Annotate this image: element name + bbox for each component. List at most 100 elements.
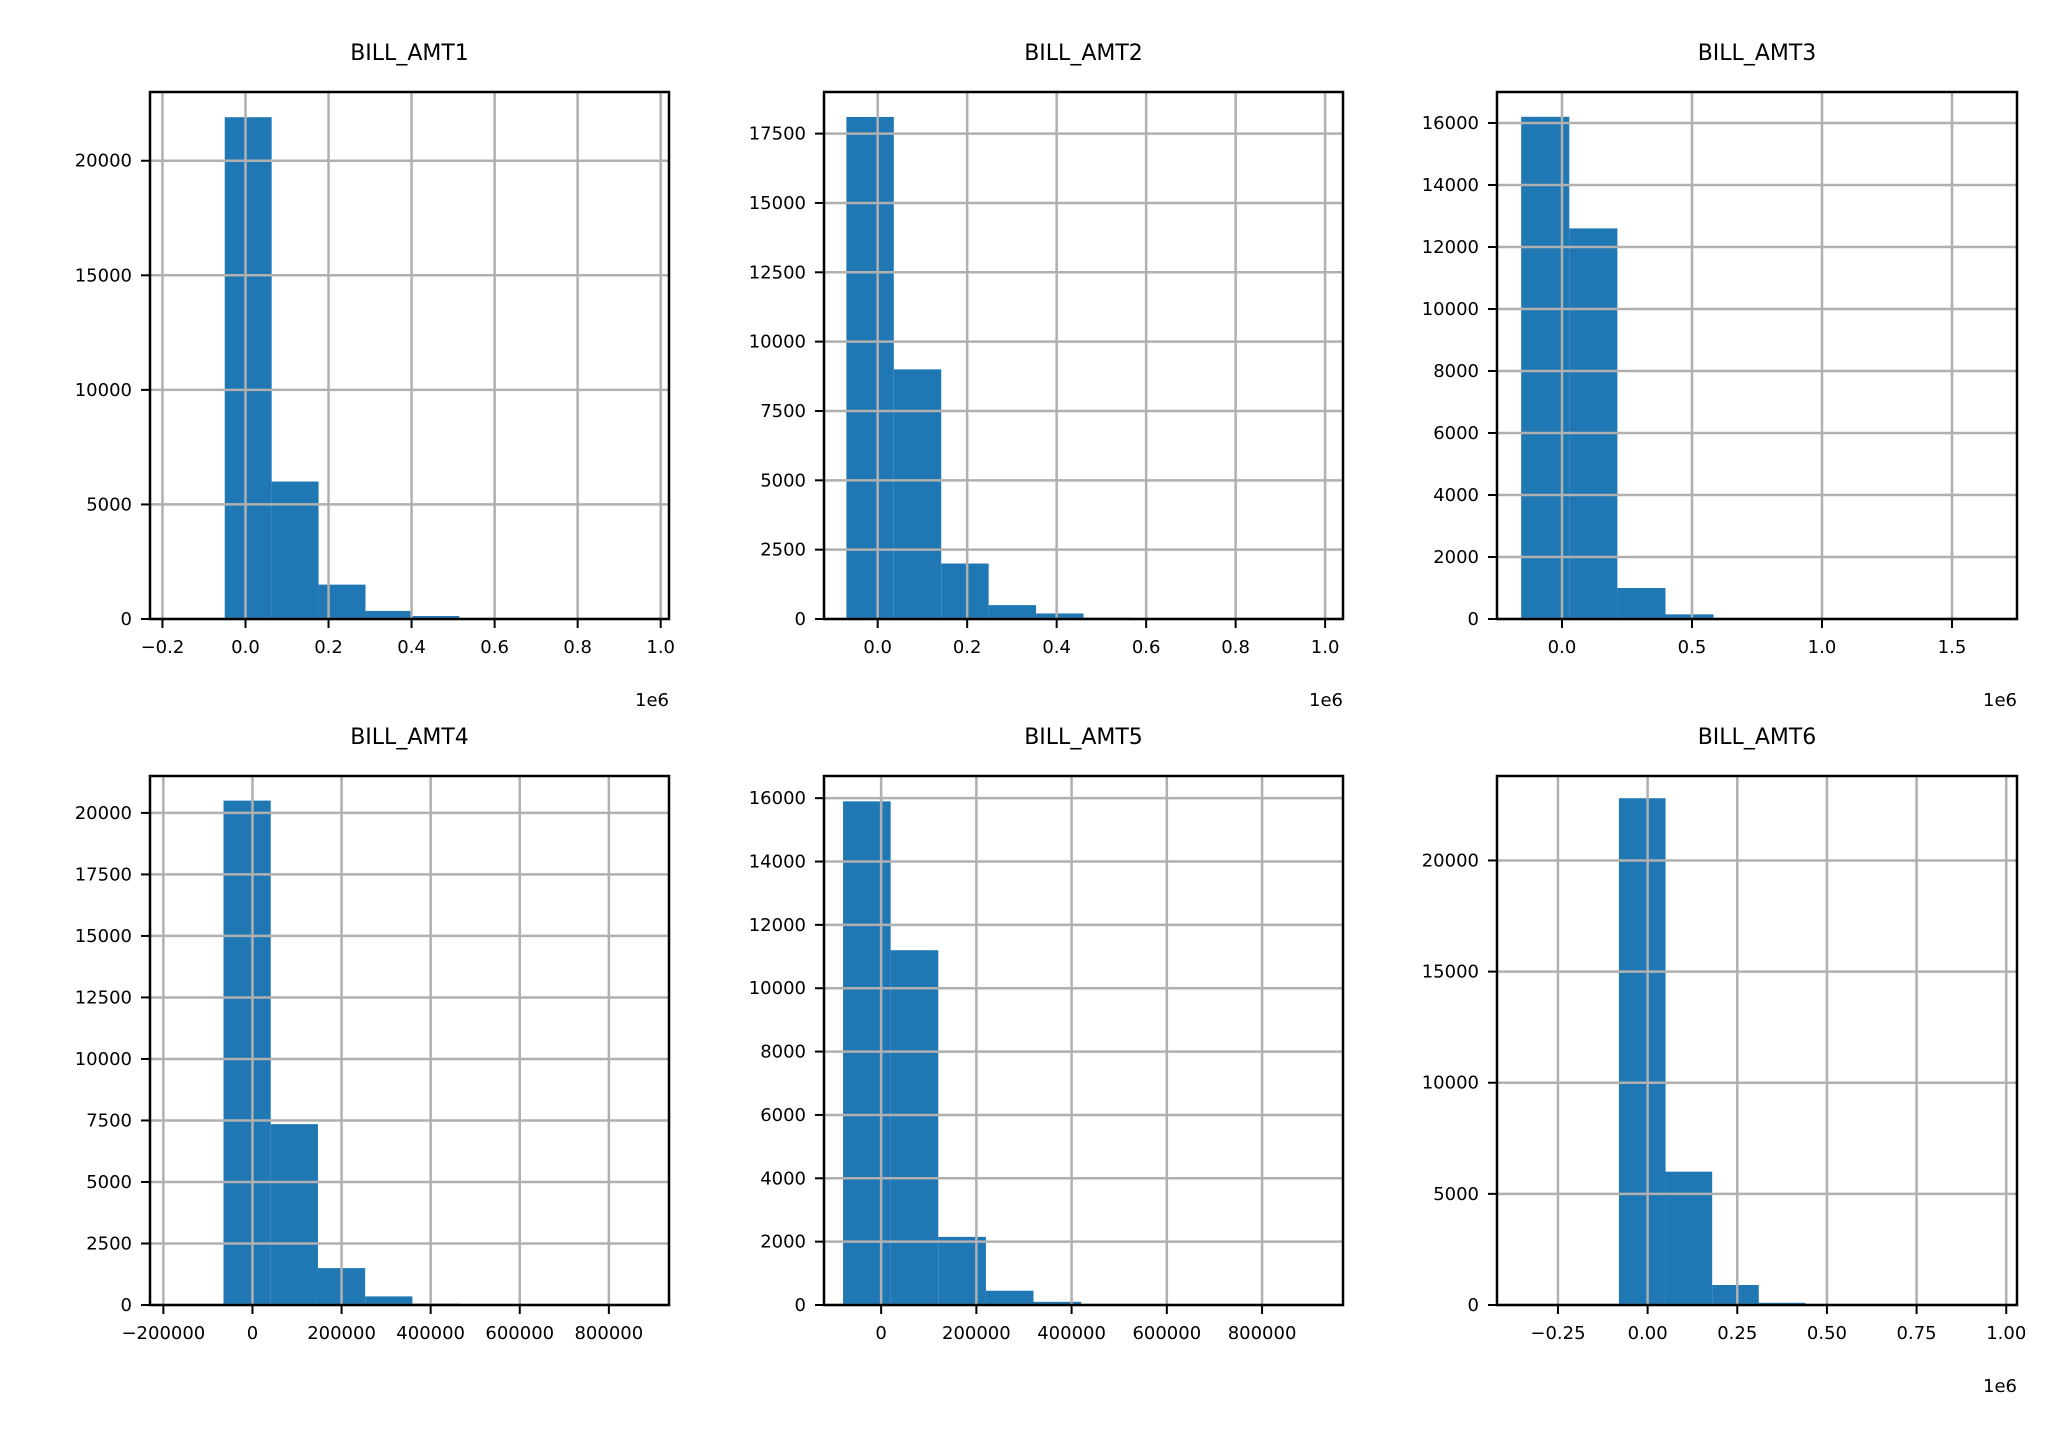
x-tick-label: 0.0: [1548, 637, 1577, 658]
x-tick-label: 0.5: [1678, 637, 1707, 658]
y-tick-label: 0: [1468, 1295, 1479, 1316]
y-tick-label: 14000: [749, 852, 806, 873]
x-tick-label: 0.0: [863, 637, 892, 658]
bar-group: [223, 800, 649, 1305]
x-tick-label: 0.6: [480, 637, 509, 658]
histogram-bar: [271, 481, 319, 619]
y-tick-label: 10000: [749, 332, 806, 353]
grid: [150, 92, 669, 621]
chart-title: BILL_AMT1: [350, 41, 469, 66]
histogram-bar: [365, 1296, 413, 1305]
axes-frame: [822, 90, 1345, 621]
axes-frame: [148, 90, 671, 621]
histogram-bar: [890, 950, 939, 1305]
x-offset-label: 1e6: [1309, 690, 1343, 711]
y-tick-label: 5000: [1433, 1184, 1479, 1205]
y-tick-label: 8000: [760, 1042, 806, 1063]
y-tick-label: 0: [1468, 609, 1479, 630]
y-tick-label: 5000: [86, 1172, 132, 1193]
histogram-bar: [270, 1124, 318, 1305]
x-tick-label: 1.0: [1808, 637, 1837, 658]
x-tick-label: 0.8: [1221, 637, 1250, 658]
histogram-bar: [941, 563, 989, 619]
x-tick-label: 200000: [307, 1323, 376, 1344]
y-tick-label: 15000: [749, 193, 806, 214]
y-tick-label: 14000: [1422, 175, 1479, 196]
axes-frame: [148, 774, 671, 1307]
y-tick-label: 20000: [75, 151, 132, 172]
histogram-bar: [1617, 588, 1666, 619]
y-tick-label: 8000: [1433, 361, 1479, 382]
chart-title: BILL_AMT2: [1024, 41, 1143, 66]
x-tick-label: 0.00: [1628, 1323, 1668, 1344]
chart-title: BILL_AMT5: [1024, 725, 1143, 750]
chart-panel-3: BILL_AMT3 0.0 0.5 1.0 1.5 0 2000 4000 6000 8000 10…: [1422, 41, 2019, 711]
y-tick-label: 12500: [749, 262, 806, 283]
y-tick-label: 0: [795, 609, 806, 630]
histogram-bar: [1665, 1171, 1713, 1305]
histogram-bar: [938, 1236, 986, 1305]
grid: [150, 776, 669, 1307]
y-tick-label: 12500: [75, 987, 132, 1008]
x-tick-label: 600000: [1132, 1323, 1201, 1344]
y-tick-label: 15000: [1422, 962, 1479, 983]
y-tick-label: 7500: [760, 401, 806, 422]
axes-frame: [1495, 774, 2019, 1307]
y-tick-label: 15000: [75, 926, 132, 947]
chart-panel-5: BILL_AMT5 0 200000 400000 600000 800000 0 2000 4…: [749, 725, 1345, 1344]
y-tick-label: 12000: [749, 915, 806, 936]
x-tick-label: 400000: [1037, 1323, 1106, 1344]
y-tick-label: 10000: [75, 380, 132, 401]
y-tick-label: 17500: [75, 864, 132, 885]
y-tick-label: 5000: [86, 494, 132, 515]
y-tick-label: 10000: [1422, 1073, 1479, 1094]
x-tick-label: 600000: [485, 1323, 554, 1344]
x-tick-label: 800000: [1228, 1323, 1297, 1344]
y-tick-label: 2500: [86, 1233, 132, 1254]
x-tick-label: 0.50: [1807, 1323, 1847, 1344]
y-tick-label: 10000: [75, 1049, 132, 1070]
y-tick-label: 16000: [749, 788, 806, 809]
y-tick-label: 0: [795, 1295, 806, 1316]
bar-group: [1525, 798, 1992, 1305]
y-tick-label: 12000: [1422, 237, 1479, 258]
y-tick-label: 4000: [1433, 485, 1479, 506]
x-tick-label: −200000: [121, 1323, 205, 1344]
x-tick-label: 1.5: [1938, 637, 1967, 658]
histogram-bar: [843, 801, 891, 1305]
y-tick-label: 6000: [1433, 423, 1479, 444]
x-offset-label: 1e6: [635, 690, 669, 711]
histogram-bar: [412, 616, 460, 619]
y-tick-label: 2500: [760, 540, 806, 561]
histogram-bar: [1036, 613, 1084, 619]
grid: [1497, 776, 2017, 1307]
chart-panel-2: BILL_AMT2 0.0 0.2 0.4 0.6 0.8 1.0 0 2500 5000 7500…: [749, 41, 1345, 711]
x-tick-label: 400000: [396, 1323, 465, 1344]
histogram-bar: [1665, 614, 1714, 619]
y-tick-label: 5000: [760, 470, 806, 491]
x-tick-label: 0.8: [563, 637, 592, 658]
grid: [824, 92, 1343, 621]
histogram-bar: [1033, 1301, 1082, 1305]
x-tick-label: −0.2: [141, 637, 185, 658]
bar-group: [843, 801, 1320, 1305]
y-tick-label: 0: [121, 609, 132, 630]
histogram-bar: [1569, 228, 1618, 619]
bar-group: [846, 116, 1321, 619]
chart-title: BILL_AMT3: [1698, 41, 1817, 66]
histogram-bar: [365, 610, 413, 619]
x-tick-label: 0.4: [1042, 637, 1071, 658]
histogram-bar: [988, 605, 1037, 619]
x-tick-label: 0: [875, 1323, 886, 1344]
y-tick-label: 10000: [749, 978, 806, 999]
histogram-bar: [893, 369, 942, 619]
x-tick-label: 1.0: [1311, 637, 1340, 658]
y-tick-label: 20000: [1422, 850, 1479, 871]
histogram-bar: [318, 584, 366, 619]
y-tick-label: 17500: [749, 124, 806, 145]
x-tick-label: 1.00: [1986, 1323, 2026, 1344]
x-tick-label: 1.0: [646, 637, 675, 658]
chart-title: BILL_AMT4: [350, 725, 469, 750]
histogram-bar: [1618, 798, 1666, 1305]
